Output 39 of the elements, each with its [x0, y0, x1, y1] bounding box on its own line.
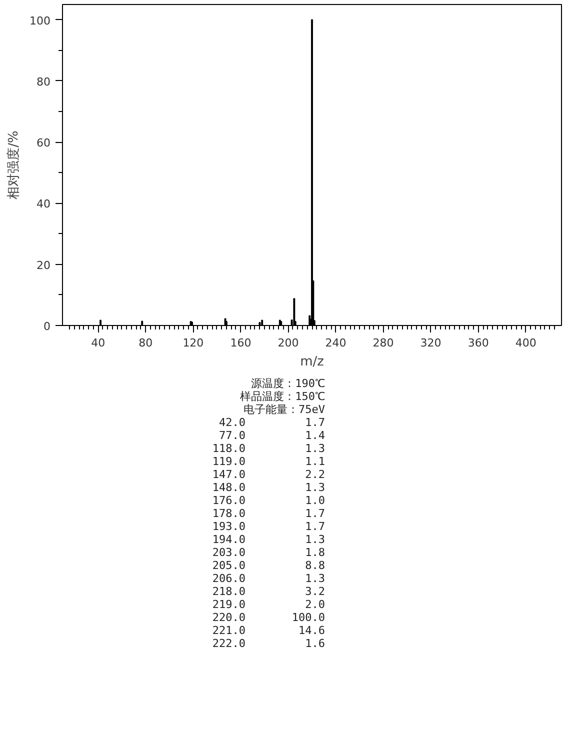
x-tick-label: 200 [278, 336, 299, 350]
y-tick-label: 0 [44, 320, 50, 333]
text: 206.0 1.3 [211, 572, 325, 585]
text: 178.0 1.7 [211, 507, 325, 520]
text: 77.0 1.4 [218, 429, 325, 442]
y-tick-label: 60 [36, 136, 51, 150]
x-tick-label: 320 [420, 336, 442, 350]
text: 205.0 8.8 [211, 559, 325, 572]
x-tick-label: 40 [91, 336, 106, 350]
x-tick-label: 240 [325, 336, 346, 350]
x-axis-title: m/z [300, 354, 324, 370]
text: 193.0 1.7 [211, 520, 325, 533]
x-tick-label: 400 [515, 336, 536, 350]
text: 样品温度：150℃ [239, 390, 325, 403]
x-tick-label: 160 [230, 336, 252, 350]
text: 147.0 2.2 [211, 468, 325, 481]
text: 119.0 1.1 [211, 455, 325, 468]
text: 148.0 1.3 [211, 481, 325, 494]
y-tick-label: 100 [30, 14, 51, 28]
x-tick-label: 120 [182, 336, 204, 350]
text: 221.0 14.6 [211, 624, 325, 637]
y-axis-title: 相对强度/% [6, 130, 22, 200]
text: 176.0 1.0 [211, 494, 325, 507]
x-tick-label: 360 [468, 336, 489, 350]
x-tick-label: 80 [138, 336, 153, 350]
text: 电子能量：75eV [242, 403, 325, 416]
y-tick-label: 80 [36, 75, 51, 88]
text: 218.0 3.2 [211, 585, 325, 598]
text: 118.0 1.3 [211, 442, 325, 455]
text: 222.0 1.6 [211, 637, 325, 650]
x-tick-label: 280 [372, 336, 394, 350]
text: 220.0 100.0 [211, 611, 325, 624]
y-tick-label: 40 [36, 198, 51, 211]
text: 42.0 1.7 [218, 416, 325, 429]
text: 219.0 2.0 [211, 598, 325, 611]
text: 194.0 1.3 [211, 533, 325, 546]
y-tick-label: 20 [36, 258, 51, 272]
text: 源温度：190℃ [250, 377, 325, 390]
text: 203.0 1.8 [211, 546, 325, 559]
